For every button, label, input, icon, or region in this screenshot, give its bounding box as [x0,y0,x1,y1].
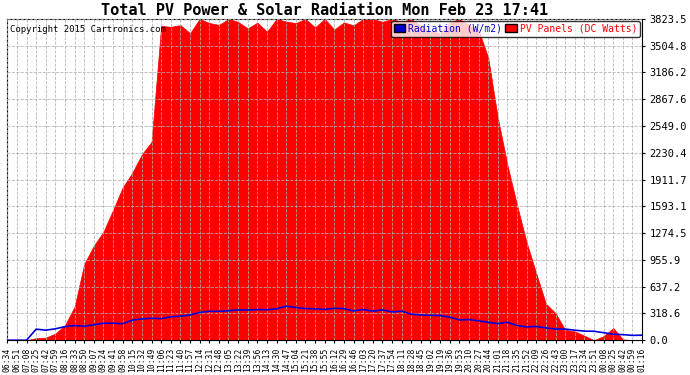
Title: Total PV Power & Solar Radiation Mon Feb 23 17:41: Total PV Power & Solar Radiation Mon Feb… [101,3,549,18]
Legend: Radiation (W/m2), PV Panels (DC Watts): Radiation (W/m2), PV Panels (DC Watts) [391,21,640,37]
Text: Copyright 2015 Cartronics.com: Copyright 2015 Cartronics.com [10,26,166,34]
